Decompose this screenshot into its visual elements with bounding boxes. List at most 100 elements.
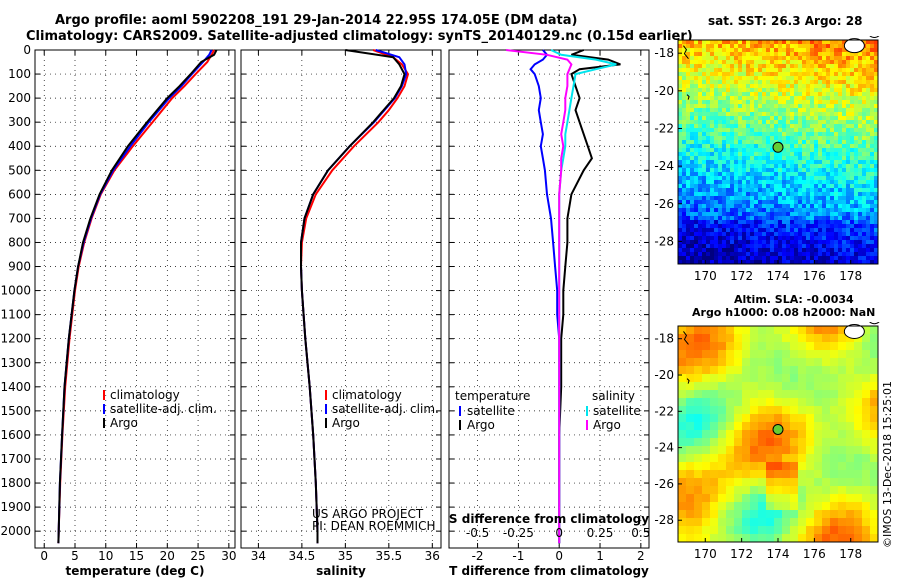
- map-cell: [838, 108, 843, 113]
- legend-label: climatology: [110, 388, 180, 402]
- map-cell: [822, 422, 831, 431]
- map-cell: [714, 60, 719, 65]
- map-cell: [834, 148, 839, 153]
- map-cell: [770, 68, 775, 73]
- x-tick-label: 25: [190, 549, 205, 563]
- map-cell: [750, 454, 759, 463]
- map-cell: [762, 152, 767, 157]
- map-cell: [742, 518, 751, 527]
- map-cell: [850, 76, 855, 81]
- map-cell: [806, 228, 811, 233]
- map-cell: [782, 358, 791, 367]
- map-cell: [714, 40, 719, 45]
- map-cell: [750, 128, 755, 133]
- map-cell: [810, 88, 815, 93]
- map-cell: [774, 446, 783, 455]
- map-cell: [862, 240, 867, 245]
- map-cell: [782, 152, 787, 157]
- map-cell: [794, 224, 799, 229]
- map-cell: [782, 422, 791, 431]
- depth-tick-label: 800: [8, 235, 31, 249]
- map-cell: [706, 164, 711, 169]
- map-cell: [810, 156, 815, 161]
- map-cell: [714, 164, 719, 169]
- map-cell: [810, 160, 815, 165]
- map-cell: [706, 64, 711, 69]
- map-cell: [786, 96, 791, 101]
- map-cell: [710, 212, 715, 217]
- map-cell: [754, 100, 759, 105]
- map-cell: [730, 56, 735, 61]
- map-cell: [866, 252, 871, 257]
- map-cell: [830, 478, 839, 487]
- map-cell: [690, 164, 695, 169]
- map-cell: [826, 232, 831, 237]
- map-cell: [738, 68, 743, 73]
- map-cell: [842, 176, 847, 181]
- map-cell: [842, 144, 847, 149]
- map-cell: [830, 510, 839, 519]
- map-cell: [802, 180, 807, 185]
- map-cell: [694, 224, 699, 229]
- map-cell: [774, 216, 779, 221]
- map-cell: [814, 192, 819, 197]
- map-cell: [806, 168, 811, 173]
- map-cell: [730, 220, 735, 225]
- map-cell: [826, 228, 831, 233]
- map-cell: [714, 124, 719, 129]
- map-cell: [794, 100, 799, 105]
- map-cell: [794, 84, 799, 89]
- map-cell: [694, 382, 703, 391]
- map-cell: [742, 438, 751, 447]
- map-cell: [810, 128, 815, 133]
- map-cell: [762, 56, 767, 61]
- series-satellite-adj-clim-: [57, 49, 213, 544]
- map-cell: [730, 244, 735, 249]
- map-cell: [790, 160, 795, 165]
- map-cell: [802, 176, 807, 181]
- map-cell: [798, 132, 803, 137]
- map-cell: [778, 188, 783, 193]
- map-cell: [834, 120, 839, 125]
- map-cell: [830, 422, 839, 431]
- map-cell: [746, 200, 751, 205]
- map-cell: [806, 252, 811, 257]
- map-cell: [694, 172, 699, 177]
- map-cell: [854, 446, 863, 455]
- map-cell: [714, 260, 719, 265]
- x-axis-label: salinity: [316, 564, 366, 578]
- map-cell: [846, 180, 851, 185]
- map-cell: [774, 52, 779, 57]
- map-cell: [770, 204, 775, 209]
- map-cell: [686, 244, 691, 249]
- map-cell: [814, 256, 819, 261]
- map-cell: [782, 248, 787, 253]
- map-cell: [842, 168, 847, 173]
- map-cell: [734, 224, 739, 229]
- map-cell: [850, 84, 855, 89]
- map-cell: [702, 148, 707, 153]
- map-cell: [790, 144, 795, 149]
- map-cell: [826, 88, 831, 93]
- map-cell: [802, 108, 807, 113]
- map-cell: [734, 470, 743, 479]
- map-cell: [710, 140, 715, 145]
- map-cell: [690, 44, 695, 49]
- map-cell: [818, 48, 823, 53]
- map-cell: [750, 140, 755, 145]
- map-cell: [830, 120, 835, 125]
- map-cell: [686, 256, 691, 261]
- map-cell: [842, 156, 847, 161]
- map-cell: [810, 236, 815, 241]
- map-cell: [778, 108, 783, 113]
- map-cell: [750, 494, 759, 503]
- map-cell: [822, 518, 831, 527]
- map-cell: [678, 470, 687, 479]
- map-cell: [778, 152, 783, 157]
- map-cell: [778, 100, 783, 105]
- map-cell: [798, 204, 803, 209]
- map-cell: [870, 430, 879, 439]
- map-cell: [766, 76, 771, 81]
- map-cell: [726, 68, 731, 73]
- map-cell: [814, 104, 819, 109]
